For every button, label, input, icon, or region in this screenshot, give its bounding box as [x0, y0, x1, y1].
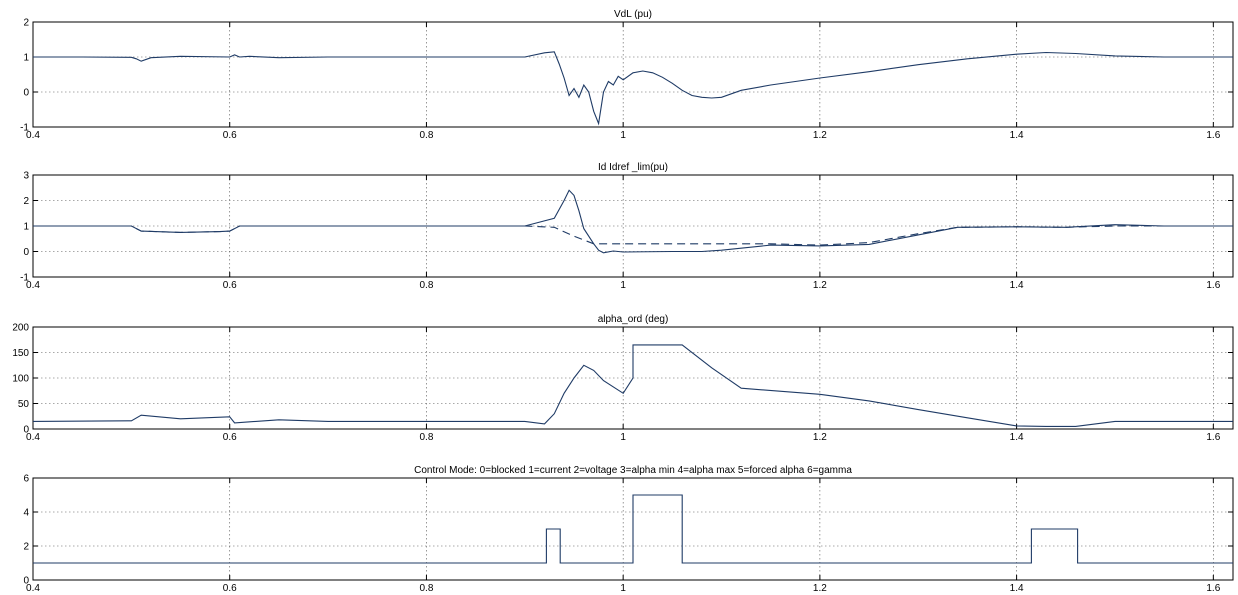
x-tick-label: 0.8: [419, 280, 433, 291]
x-tick-label: 1.6: [1206, 432, 1220, 443]
x-tick-label: 1.2: [813, 280, 827, 291]
y-tick-label: 3: [23, 171, 29, 182]
x-tick-label: 0.8: [419, 432, 433, 443]
y-tick-label: 2: [23, 542, 29, 553]
x-tick-label: 0.6: [223, 432, 237, 443]
x-tick-label: 0.4: [26, 432, 40, 443]
x-tick-label: 0.8: [419, 583, 433, 594]
panel-title: alpha_ord (deg): [598, 314, 669, 325]
series-line: [33, 51, 1233, 126]
x-tick-label: 0.4: [26, 583, 40, 594]
x-tick-label: 1.2: [813, 432, 827, 443]
y-tick-label: 6: [23, 474, 29, 485]
plot-panel: Id Idref _lim(pu) 0.4 0.6 0.8 1 1.2 1.4 1.6 -1 0 1…: [20, 162, 1234, 291]
x-tick-label: 1: [620, 130, 626, 141]
x-tick-label: 0.6: [223, 280, 237, 291]
x-tick-label: 1.2: [813, 130, 827, 141]
x-tick-label: 1.6: [1206, 130, 1220, 141]
y-tick-label: 50: [18, 399, 30, 410]
panel-title: Control Mode: 0=blocked 1=current 2=volt…: [414, 465, 852, 476]
x-tick-label: 0.4: [26, 130, 40, 141]
x-tick-label: 0.6: [223, 583, 237, 594]
y-tick-label: 4: [23, 508, 29, 519]
panel-title: Id Idref _lim(pu): [598, 162, 668, 173]
y-tick-label: 100: [12, 374, 29, 385]
x-tick-label: 0.6: [223, 130, 237, 141]
x-tick-label: 1: [620, 280, 626, 291]
y-tick-label: 0: [23, 425, 29, 436]
y-tick-label: 200: [12, 323, 29, 334]
plot-panel: alpha_ord (deg) 0.4 0.6 0.8 1 1.2 1.4 1.6 0 50 100…: [12, 314, 1234, 443]
x-tick-label: 1.6: [1206, 583, 1220, 594]
y-tick-label: 2: [23, 196, 29, 207]
x-tick-label: 1.4: [1010, 280, 1024, 291]
plot-panel: Control Mode: 0=blocked 1=current 2=volt…: [23, 465, 1234, 594]
y-tick-label: -1: [20, 123, 29, 134]
y-tick-label: 0: [23, 88, 29, 99]
y-tick-label: 1: [23, 53, 29, 64]
series-line: [33, 344, 1233, 427]
x-tick-label: 0.8: [419, 130, 433, 141]
x-tick-label: 1.6: [1206, 280, 1220, 291]
y-tick-label: 0: [23, 576, 29, 587]
x-tick-label: 1.4: [1010, 583, 1024, 594]
y-tick-label: 150: [12, 348, 29, 359]
x-tick-label: 1: [620, 432, 626, 443]
panel-title: VdL (pu): [614, 9, 652, 20]
axes-frame: [32, 21, 1234, 128]
plot-panel: VdL (pu) 0.4 0.6 0.8 1 1.2 1.4 1.6 -1 0 1 2: [20, 9, 1234, 141]
y-tick-label: 2: [23, 18, 29, 29]
series-line: [33, 494, 1233, 564]
y-tick-label: -1: [20, 273, 29, 284]
y-tick-label: 1: [23, 222, 29, 233]
y-tick-label: 0: [23, 247, 29, 258]
x-tick-label: 1.4: [1010, 432, 1024, 443]
x-tick-label: 1.2: [813, 583, 827, 594]
x-tick-label: 1.4: [1010, 130, 1024, 141]
x-tick-label: 1: [620, 583, 626, 594]
x-tick-label: 0.4: [26, 280, 40, 291]
